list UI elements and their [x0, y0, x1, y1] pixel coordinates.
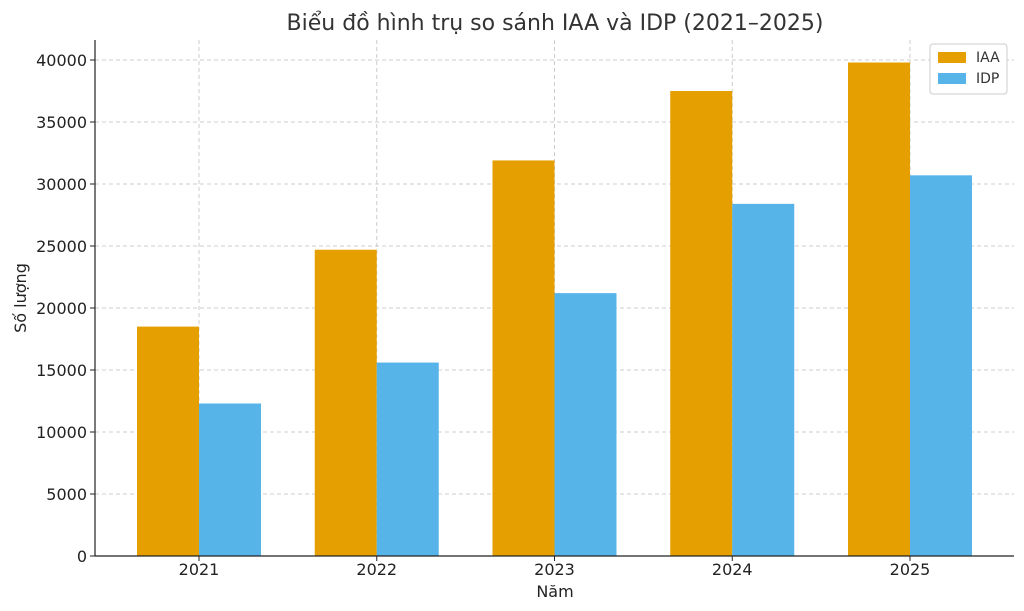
y-tick-label: 40000: [36, 51, 87, 70]
x-tick-label: 2024: [712, 560, 753, 579]
y-ticks: 0 5000 10000 15000 20000 25000 30000 35000 40000: [36, 51, 95, 566]
x-tick-label: 2021: [179, 560, 220, 579]
y-tick-label: 35000: [36, 113, 87, 132]
bar-idp-2022: [376, 362, 439, 556]
legend: IAA IDP: [929, 43, 1008, 95]
bar-iaa-2023: [492, 160, 555, 556]
legend-swatch-idp: [938, 73, 966, 84]
x-tick-label: 2023: [534, 560, 575, 579]
bar-iaa-2022: [314, 249, 377, 556]
bar-idp-2025: [910, 175, 972, 556]
bars: [137, 62, 972, 556]
y-tick-label: 30000: [36, 175, 87, 194]
legend-swatch-iaa: [938, 52, 966, 63]
chart-title: Biểu đồ hình trụ so sánh IAA và IDP (202…: [287, 11, 824, 36]
y-tick-label: 20000: [36, 299, 87, 318]
bar-iaa-2025: [848, 62, 910, 556]
x-ticks: 2021 2022 2023 2024 2025: [179, 556, 931, 579]
x-tick-label: 2022: [356, 560, 397, 579]
y-tick-label: 10000: [36, 423, 87, 442]
legend-label-iaa: IAA: [976, 50, 1000, 66]
y-tick-label: 15000: [36, 361, 87, 380]
bar-idp-2021: [199, 403, 261, 556]
y-tick-label: 0: [77, 547, 87, 566]
y-tick-label: 5000: [46, 485, 87, 504]
y-tick-label: 25000: [36, 237, 87, 256]
bar-iaa-2021: [137, 326, 199, 556]
bar-idp-2023: [554, 293, 617, 556]
x-tick-label: 2025: [890, 560, 931, 579]
y-axis-label: Số lượng: [11, 263, 30, 333]
legend-label-idp: IDP: [976, 71, 999, 87]
bar-idp-2024: [732, 203, 795, 556]
x-axis-label: Năm: [536, 582, 573, 601]
bar-iaa-2024: [670, 91, 733, 556]
